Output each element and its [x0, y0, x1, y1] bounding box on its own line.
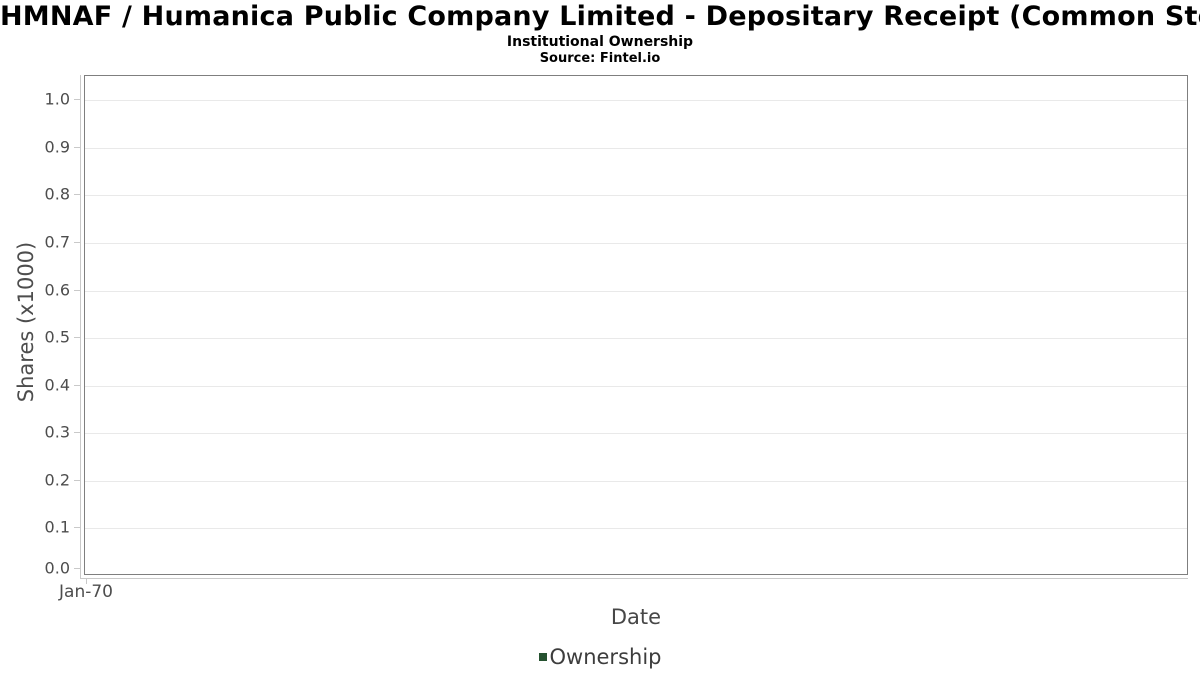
- gridline: [85, 433, 1187, 435]
- gridline: [85, 195, 1187, 197]
- x-tick-label: Jan-70: [59, 582, 113, 602]
- y-tick-label: 0.5: [44, 327, 70, 347]
- y-axis-line: [80, 75, 81, 578]
- source-label: Source: Fintel.io: [539, 51, 661, 66]
- y-tick-mark: [74, 289, 80, 291]
- y-tick-mark: [74, 432, 80, 434]
- y-tick-mark: [74, 241, 80, 243]
- y-tick-mark: [74, 527, 80, 529]
- legend-label: Ownership: [549, 645, 662, 669]
- chart-subtitle: Institutional Ownership: [506, 34, 694, 50]
- y-tick-mark: [74, 194, 80, 196]
- gridline: [85, 290, 1187, 292]
- gridline: [85, 385, 1187, 387]
- x-tick-mark: [86, 578, 87, 584]
- y-tick-label: 0.3: [44, 422, 70, 442]
- y-tick-label: 0.2: [44, 470, 70, 490]
- gridline: [85, 242, 1187, 244]
- plot-area: [84, 75, 1188, 575]
- gridline: [85, 528, 1187, 530]
- y-tick-mark: [74, 479, 80, 481]
- gridline: [85, 147, 1187, 149]
- y-tick-label: 1.0: [44, 89, 70, 109]
- x-axis-title: Date: [610, 605, 662, 629]
- y-tick-label: 0.9: [44, 137, 70, 157]
- y-tick-label: 0.0: [44, 558, 70, 578]
- gridline: [85, 338, 1187, 340]
- x-axis-line: [80, 578, 1188, 579]
- y-tick-mark: [74, 384, 80, 386]
- y-tick-label: 0.1: [44, 517, 70, 537]
- y-tick-label: 0.8: [44, 184, 70, 204]
- y-tick-label: 0.4: [44, 375, 70, 395]
- y-tick-mark: [74, 337, 80, 339]
- y-tick-mark: [74, 568, 80, 569]
- legend-swatch-icon: [538, 653, 547, 661]
- y-tick-label: 0.7: [44, 232, 70, 252]
- gridline: [85, 100, 1187, 102]
- y-tick-mark: [74, 146, 80, 148]
- legend: Ownership: [0, 645, 1200, 669]
- chart-title: HMNAF / Humanica Public Company Limited …: [0, 1, 1200, 32]
- y-tick-mark: [74, 99, 80, 101]
- y-tick-label: 0.6: [44, 280, 70, 300]
- gridline: [85, 480, 1187, 482]
